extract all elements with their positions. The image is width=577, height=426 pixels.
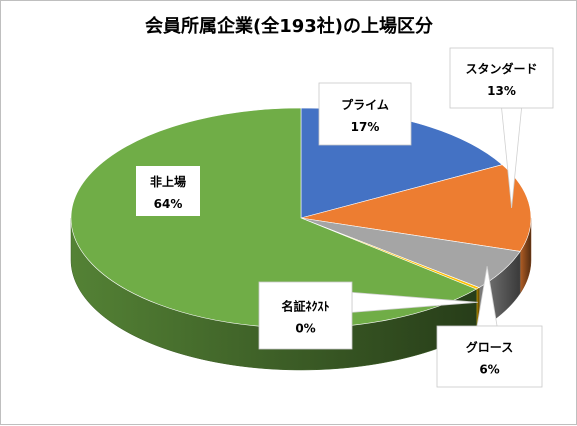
callout-box <box>319 83 411 145</box>
slice-percent-label: 64% <box>154 197 183 211</box>
slice-name-label: プライム <box>341 97 389 112</box>
slice-percent-label: 6% <box>479 363 499 377</box>
slice-percent-label: 17% <box>351 120 380 134</box>
slice-percent-label: 13% <box>487 84 516 98</box>
slice-name-label: スタンダード <box>465 61 537 76</box>
callout-0: プライム 17% <box>319 83 411 145</box>
callout-4: 非上場 64% <box>136 166 200 216</box>
slice-name-label: 名証ﾈｸｽﾄ <box>281 299 329 314</box>
callout-box <box>259 282 352 349</box>
callout-box <box>437 326 542 387</box>
callout-box <box>450 48 553 108</box>
slice-percent-label: 0% <box>295 322 315 336</box>
slice-name-label: グロース <box>466 340 513 355</box>
slice-name-label: 非上場 <box>150 174 186 189</box>
chart-title: 会員所属企業(全193社)の上場区分 <box>145 15 433 37</box>
